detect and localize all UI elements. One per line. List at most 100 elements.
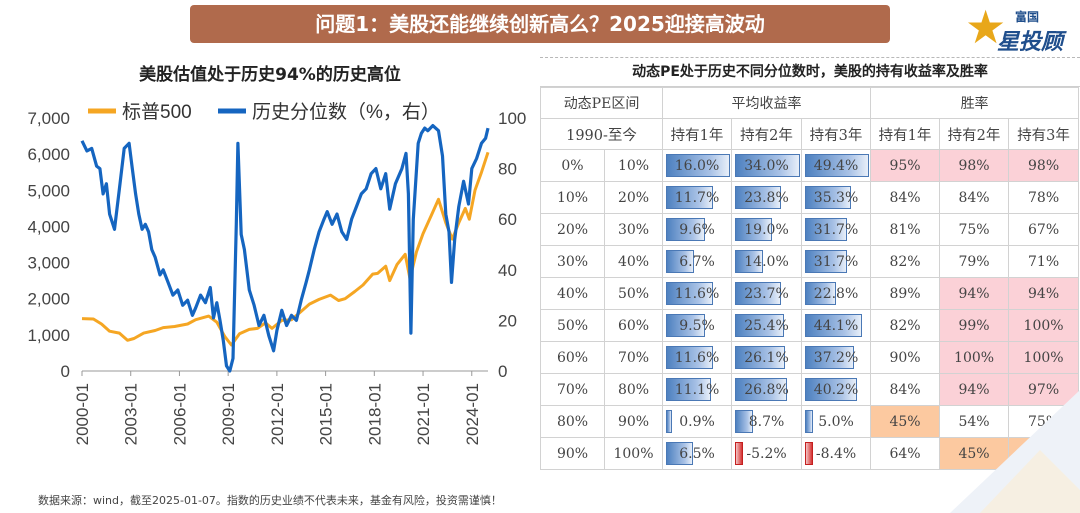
databar-fill: [735, 314, 785, 337]
databar: [805, 154, 870, 177]
databar-fill: [805, 282, 836, 305]
avg-return-cell: 44.1%: [801, 309, 872, 342]
avg-return-value: 25.4%: [744, 317, 789, 334]
avg-return-value: 26.8%: [744, 381, 789, 398]
avg-return-cell: 8.7%: [731, 405, 803, 438]
avg-return-value: 35.3%: [813, 189, 859, 206]
sp500-line: [81, 151, 490, 347]
databar-fill: [805, 218, 847, 241]
avg-return-value: 9.5%: [679, 317, 715, 334]
table-row: 70% 80% 11.1% 26.8% 40.2% 84% 94% 97%: [540, 373, 1080, 406]
pe-low-cell: 90%: [540, 437, 605, 470]
databar: [735, 378, 798, 401]
subhead-return-2y: 持有2年: [731, 118, 803, 150]
pe-low-cell: 30%: [540, 245, 605, 278]
databar: [805, 314, 867, 337]
y-left-tick-label: 6,000: [27, 145, 70, 164]
win-rate-cell: 75%: [1008, 405, 1080, 438]
databar: [805, 250, 867, 273]
win-rate-cell: 75%: [939, 213, 1010, 246]
avg-return-value: 9.6%: [679, 221, 715, 238]
avg-return-cell: 9.5%: [662, 309, 733, 342]
y-right-tick-label: 40: [498, 261, 517, 280]
win-rate-cell: 67%: [1008, 213, 1080, 246]
avg-return-cell: 49.4%: [801, 149, 872, 182]
avg-return-cell: 11.6%: [662, 277, 733, 310]
pe-high-cell: 50%: [603, 277, 664, 310]
pe-high-cell: 90%: [603, 405, 664, 438]
win-rate-cell: 98%: [939, 149, 1010, 182]
avg-return-value: 11.6%: [674, 285, 720, 302]
databar-fill: [805, 154, 870, 177]
databar: [735, 346, 798, 369]
win-rate-cell: 78%: [1008, 181, 1080, 214]
avg-return-cell: -5.2%: [731, 437, 803, 470]
pe-return-table: 动态PE处于历史不同分位数时，美股的持有收益率及胜率 动态PE区间 平均收益率 …: [539, 57, 1080, 470]
pe-range-header: 动态PE区间: [539, 87, 664, 119]
footnote: 数据来源：wind，截至2025-01-07。指数的历史业绩不代表未来，基金有风…: [38, 494, 502, 507]
databar-fill: [666, 410, 672, 433]
pe-high-cell: 10%: [603, 149, 664, 182]
databar: [805, 346, 867, 369]
avg-return-value: 44.1%: [813, 317, 859, 334]
logo-big-text: 星投顾: [997, 30, 1064, 55]
avg-return-value: 49.4%: [813, 157, 859, 174]
databar: [735, 314, 798, 337]
y-left-tick-label: 7,000: [27, 109, 70, 128]
pe-high-cell: 100%: [603, 437, 664, 470]
avg-return-cell: 40.2%: [801, 373, 872, 406]
databar: [666, 282, 728, 305]
table-row: 20% 30% 9.6% 19.0% 31.7% 81% 75% 67%: [540, 213, 1080, 246]
star-icon: ★: [965, 0, 1007, 54]
avg-return-value: 34.0%: [744, 157, 789, 174]
x-tick-label: 2015-01: [317, 383, 336, 445]
pe-low-cell: 40%: [540, 277, 605, 310]
x-tick-label: 2021-01: [414, 383, 433, 445]
pe-high-cell: 80%: [603, 373, 664, 406]
pe-high-cell: 40%: [603, 245, 664, 278]
y-left-tick-label: 2,000: [27, 290, 70, 309]
avg-return-value: 26.1%: [744, 349, 789, 366]
avg-return-value: 22.8%: [813, 285, 859, 302]
avg-return-value: 11.7%: [674, 189, 720, 206]
databar-fill: [735, 442, 743, 465]
logo-small-text: 富国: [1015, 10, 1040, 24]
pe-low-cell: 70%: [540, 373, 605, 406]
win-rate-cell: 36%: [1008, 437, 1080, 470]
databar-fill: [805, 378, 858, 401]
databar-fill: [805, 442, 813, 465]
win-rate-cell: 100%: [939, 341, 1010, 374]
avg-return-cell: 25.4%: [731, 309, 803, 342]
win-rate-cell: 84%: [870, 373, 941, 406]
databar-fill: [666, 442, 694, 465]
databar: [666, 250, 728, 273]
win-rate-cell: 97%: [1008, 373, 1080, 406]
avg-return-cell: 0.9%: [662, 405, 733, 438]
avg-return-cell: 5.0%: [801, 405, 872, 438]
databar: [805, 378, 867, 401]
databar-fill: [735, 186, 782, 209]
databar-fill: [666, 154, 731, 177]
avg-return-cell: 11.1%: [662, 373, 733, 406]
win-rate-cell: 84%: [939, 181, 1010, 214]
table-row: 50% 60% 9.5% 25.4% 44.1% 82% 99% 100%: [540, 309, 1080, 342]
avg-return-cell: 19.0%: [731, 213, 803, 246]
avg-return-value: -5.2%: [746, 445, 787, 462]
avg-return-cell: 14.0%: [731, 245, 803, 278]
databar-fill: [805, 186, 852, 209]
x-tick-label: 2006-01: [170, 383, 189, 445]
subhead-win-3y: 持有3年: [1008, 118, 1080, 150]
win-rate-cell: 90%: [870, 341, 941, 374]
x-tick-label: 2009-01: [219, 383, 238, 445]
table-row: 60% 70% 11.6% 26.1% 37.2% 90% 100% 100%: [540, 341, 1080, 374]
x-tick-label: 2012-01: [268, 383, 287, 445]
pe-low-cell: 0%: [540, 149, 605, 182]
databar-fill: [735, 282, 781, 305]
return-table: 动态PE区间 平均收益率 胜率 1990-至今 持有1年 持有2年 持有3年 持有1年…: [539, 87, 1080, 470]
win-rate-cell: 82%: [870, 245, 941, 278]
avg-return-value: 6.5%: [679, 445, 715, 462]
avg-return-cell: 26.8%: [731, 373, 803, 406]
win-rate-cell: 54%: [939, 405, 1010, 438]
databar: [735, 186, 798, 209]
pe-low-cell: 80%: [540, 405, 605, 438]
